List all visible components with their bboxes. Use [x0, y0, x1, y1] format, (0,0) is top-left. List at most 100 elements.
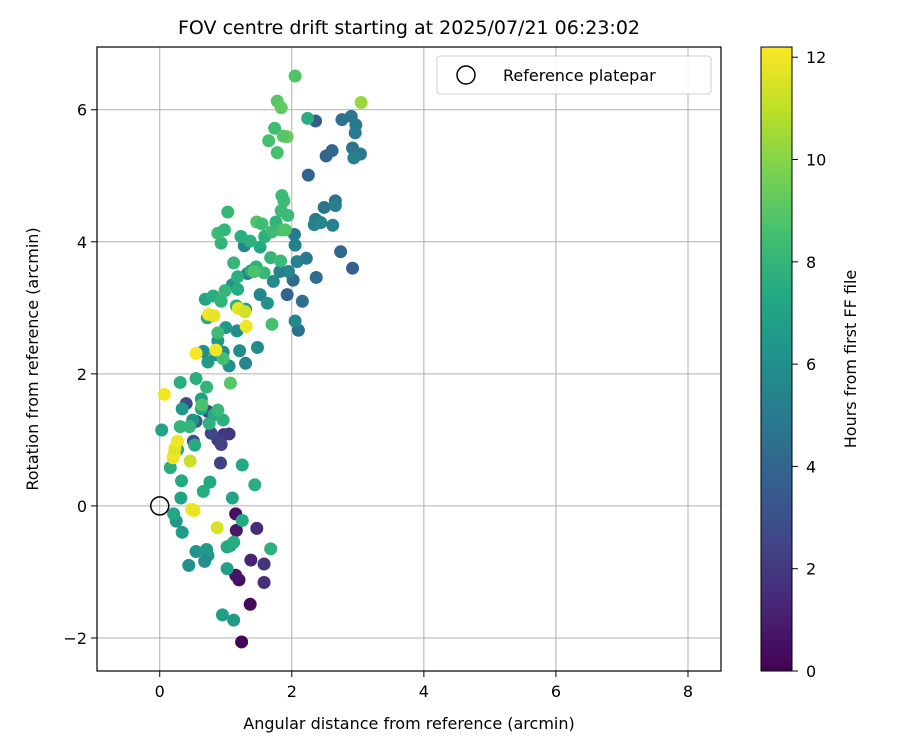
- data-point: [204, 426, 218, 440]
- data-point: [214, 438, 228, 452]
- data-point: [346, 261, 360, 275]
- colorbar-tick-label: 4: [806, 457, 816, 476]
- data-point: [301, 168, 315, 182]
- data-point: [247, 265, 261, 279]
- data-point: [221, 205, 235, 219]
- x-axis-ticks: 0 2 4 6 8: [155, 671, 693, 701]
- data-point: [250, 521, 264, 535]
- y-tick-label: 4: [77, 233, 87, 252]
- data-point: [257, 576, 271, 590]
- data-point: [257, 266, 271, 280]
- data-point: [309, 270, 323, 284]
- data-point: [354, 95, 368, 109]
- data-point: [265, 317, 279, 331]
- data-point: [273, 265, 287, 279]
- data-point: [248, 478, 262, 492]
- y-tick-label: 6: [77, 101, 87, 120]
- colorbar-tick-label: 8: [806, 253, 816, 272]
- data-point: [173, 375, 187, 389]
- data-point: [295, 294, 309, 308]
- data-point: [274, 101, 288, 115]
- colorbar-label: Hours from first FF file: [841, 270, 860, 449]
- legend-marker-icon: [456, 65, 476, 85]
- data-point: [211, 403, 225, 417]
- x-tick-label: 4: [419, 682, 429, 701]
- data-point: [227, 256, 241, 270]
- x-tick-label: 8: [683, 682, 693, 701]
- y-axis-label: Rotation from reference (arcmin): [23, 227, 42, 490]
- data-point: [167, 507, 181, 521]
- data-point: [157, 387, 171, 401]
- data-point: [182, 558, 196, 572]
- data-point: [235, 635, 249, 649]
- data-point: [225, 491, 239, 505]
- data-point: [216, 413, 230, 427]
- colorbar-tick-label: 12: [806, 48, 826, 67]
- data-point: [233, 344, 247, 358]
- data-point: [183, 454, 197, 468]
- data-point: [223, 376, 237, 390]
- data-point: [214, 294, 228, 308]
- data-point: [347, 151, 361, 165]
- data-point: [275, 189, 289, 203]
- data-point: [288, 314, 302, 328]
- data-point: [171, 434, 185, 448]
- data-point: [173, 420, 187, 434]
- data-point: [196, 484, 210, 498]
- data-point: [218, 284, 232, 298]
- data-point: [270, 146, 284, 160]
- legend-label: Reference platepar: [503, 66, 656, 85]
- data-point: [250, 340, 264, 354]
- data-point: [299, 251, 313, 265]
- reference-point: [149, 496, 170, 516]
- data-point: [239, 356, 253, 370]
- data-point: [317, 200, 331, 214]
- data-point: [264, 251, 278, 265]
- data-point: [288, 69, 302, 83]
- data-point: [174, 491, 188, 505]
- chart-title: FOV centre drift starting at 2025/07/21 …: [178, 17, 640, 39]
- data-point: [281, 208, 295, 222]
- data-point: [239, 319, 253, 333]
- data-point: [209, 343, 223, 357]
- legend-box: [436, 55, 712, 95]
- data-points: [155, 69, 368, 649]
- data-point: [262, 134, 276, 148]
- reference-marker: [149, 496, 170, 516]
- data-point: [334, 245, 348, 259]
- data-point: [198, 554, 212, 568]
- colorbar-tick-label: 2: [806, 560, 816, 579]
- data-point: [203, 475, 217, 489]
- data-point: [253, 288, 267, 302]
- data-point: [211, 326, 225, 340]
- data-point: [326, 218, 340, 232]
- data-point: [195, 398, 209, 412]
- colorbar-tick-label: 6: [806, 355, 816, 374]
- data-point: [288, 238, 302, 252]
- data-point: [189, 371, 203, 385]
- data-point: [207, 309, 221, 323]
- data-point: [348, 126, 362, 140]
- data-point: [175, 474, 189, 488]
- data-point: [276, 129, 290, 143]
- colorbar-tick-label: 0: [806, 662, 816, 681]
- plot-frame: [96, 46, 722, 672]
- data-point: [266, 274, 280, 288]
- data-point: [216, 352, 230, 366]
- data-point: [268, 121, 282, 135]
- y-axis-ticks: −2 0 2 4 6: [63, 101, 97, 648]
- data-point: [189, 346, 203, 360]
- data-point: [227, 613, 241, 627]
- data-point: [182, 420, 196, 434]
- data-point: [243, 597, 257, 611]
- data-point: [220, 562, 234, 576]
- data-point: [231, 282, 245, 296]
- y-tick-label: 0: [77, 497, 87, 516]
- grid-lines: [97, 47, 721, 671]
- x-tick-label: 6: [551, 682, 561, 701]
- data-point: [238, 305, 252, 319]
- data-point: [155, 423, 169, 437]
- data-point: [215, 608, 229, 622]
- data-point: [189, 544, 203, 558]
